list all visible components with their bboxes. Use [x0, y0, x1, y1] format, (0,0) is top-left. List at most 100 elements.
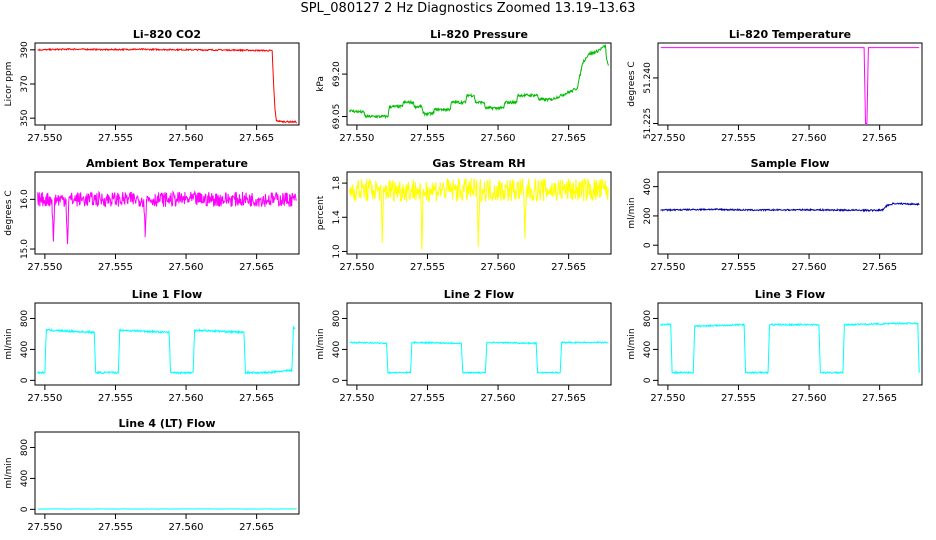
y-tick-label: 800: [20, 439, 30, 456]
x-tick-label: 27.550: [339, 262, 374, 273]
series-line: [37, 190, 297, 245]
plot-frame: [657, 42, 923, 126]
x-tick-label: 27.565: [239, 133, 274, 144]
x-tick-label: 27.550: [27, 393, 62, 404]
series-line: [660, 321, 920, 375]
y-tick-label: 400: [20, 470, 30, 487]
series-line: [37, 47, 297, 124]
x-tick-label: 27.550: [339, 393, 374, 404]
plot-frame: [34, 431, 300, 515]
y-tick-label: 800: [643, 310, 653, 327]
x-tick-label: 27.555: [410, 133, 445, 144]
series-line: [349, 340, 609, 375]
y-tick-label: 1.8: [332, 176, 342, 191]
chart-panel-4: Ambient Box Temperature 27.550 27.555 27.56…: [4, 157, 300, 273]
x-tick-label: 27.565: [862, 393, 897, 404]
y-axis-label: degrees C: [627, 61, 637, 106]
y-tick-label: 1.4: [332, 210, 342, 225]
y-tick-label: 800: [332, 310, 342, 327]
x-tick-label: 27.565: [551, 133, 586, 144]
x-tick-label: 27.550: [650, 393, 685, 404]
y-tick-label: 400: [643, 178, 653, 195]
plot-frame: [657, 302, 923, 386]
chart-title: Li–820 Temperature: [729, 28, 851, 41]
x-tick-label: 27.560: [169, 393, 204, 404]
x-tick-label: 27.555: [721, 262, 756, 273]
series-line: [660, 202, 920, 213]
chart-title: Sample Flow: [751, 157, 830, 170]
chart-panel-1: Li–820 CO2 27.550 27.555 27.560 27.565 350 370…: [4, 28, 300, 144]
x-tick-label: 27.550: [27, 262, 62, 273]
y-tick-label: 1.0: [332, 244, 342, 259]
y-axis-label: ml/min: [627, 197, 637, 228]
x-tick-label: 27.560: [169, 262, 204, 273]
plot-frame: [346, 302, 612, 386]
chart-title: Gas Stream RH: [432, 157, 525, 170]
y-tick-label: 69.20: [332, 61, 342, 87]
y-axis-label: kPa: [316, 76, 326, 92]
x-tick-label: 27.560: [481, 133, 516, 144]
y-tick-label: 200: [643, 207, 653, 224]
x-tick-label: 27.560: [792, 133, 827, 144]
chart-panel-10: Line 4 (LT) Flow 27.550 27.555 27.560 27.565…: [4, 417, 300, 533]
y-tick-label: 400: [332, 341, 342, 358]
x-tick-label: 27.560: [481, 393, 516, 404]
plot-frame: [34, 171, 300, 255]
chart-panel-8: Line 2 Flow 27.550 27.555 27.560 27.565 0 400 8…: [316, 288, 612, 404]
plot-frame: [346, 171, 612, 255]
y-tick-label: 0: [643, 242, 653, 248]
chart-panel-6: Sample Flow 27.550 27.555 27.560 27.565 0 200 4…: [627, 157, 923, 273]
y-tick-label: 51.225: [643, 108, 653, 139]
y-axis-label: degrees C: [4, 190, 14, 235]
series-line: [349, 177, 609, 250]
y-axis-label: Licor ppm: [4, 62, 14, 107]
plot-frame: [346, 42, 612, 126]
chart-panel-7: Line 1 Flow 27.550 27.555 27.560 27.565 0 400 8…: [4, 288, 300, 404]
chart-panel-2: Li–820 Pressure 27.550 27.555 27.560 27.565 6…: [316, 28, 612, 144]
x-tick-label: 27.565: [551, 393, 586, 404]
y-axis-label: ml/min: [4, 457, 14, 488]
plot-frame: [34, 42, 300, 126]
y-tick-label: 0: [643, 377, 653, 383]
y-tick-label: 69.05: [332, 104, 342, 130]
y-tick-label: 0: [20, 377, 30, 383]
x-tick-label: 27.565: [862, 262, 897, 273]
x-tick-label: 27.555: [410, 393, 445, 404]
x-tick-label: 27.550: [339, 133, 374, 144]
plot-frame: [657, 171, 923, 255]
chart-panel-5: Gas Stream RH 27.550 27.555 27.560 27.565 1.0…: [316, 157, 612, 273]
chart-title: Li–820 CO2: [133, 28, 201, 41]
y-axis-label: percent: [316, 195, 326, 230]
x-tick-label: 27.550: [650, 262, 685, 273]
y-tick-label: 400: [20, 341, 30, 358]
y-tick-label: 400: [643, 341, 653, 358]
plot-frame: [34, 302, 300, 386]
series-line: [660, 47, 920, 124]
x-tick-label: 27.550: [27, 522, 62, 533]
x-tick-label: 27.560: [481, 262, 516, 273]
x-tick-label: 27.555: [98, 262, 133, 273]
x-tick-label: 27.565: [239, 393, 274, 404]
x-tick-label: 27.555: [721, 133, 756, 144]
x-tick-label: 27.565: [239, 522, 274, 533]
x-tick-label: 27.565: [862, 133, 897, 144]
x-tick-label: 27.555: [410, 262, 445, 273]
y-tick-label: 350: [20, 109, 30, 126]
x-tick-label: 27.555: [98, 522, 133, 533]
series-line: [349, 44, 609, 120]
x-tick-label: 27.560: [169, 522, 204, 533]
x-tick-label: 27.560: [792, 393, 827, 404]
y-tick-label: 51.240: [643, 62, 653, 94]
y-tick-label: 390: [20, 41, 30, 58]
x-tick-label: 27.555: [98, 133, 133, 144]
page-title: SPL_080127 2 Hz Diagnostics Zoomed 13.19…: [300, 1, 636, 16]
y-tick-label: 0: [20, 506, 30, 512]
x-tick-label: 27.555: [721, 393, 756, 404]
chart-panel-3: Li–820 Temperature 27.550 27.555 27.560 27.5…: [627, 28, 923, 144]
x-tick-label: 27.550: [27, 133, 62, 144]
y-tick-label: 15.0: [20, 239, 30, 259]
chart-title: Line 3 Flow: [755, 288, 825, 301]
y-axis-label: ml/min: [627, 328, 637, 359]
y-tick-label: 16.0: [20, 189, 30, 209]
